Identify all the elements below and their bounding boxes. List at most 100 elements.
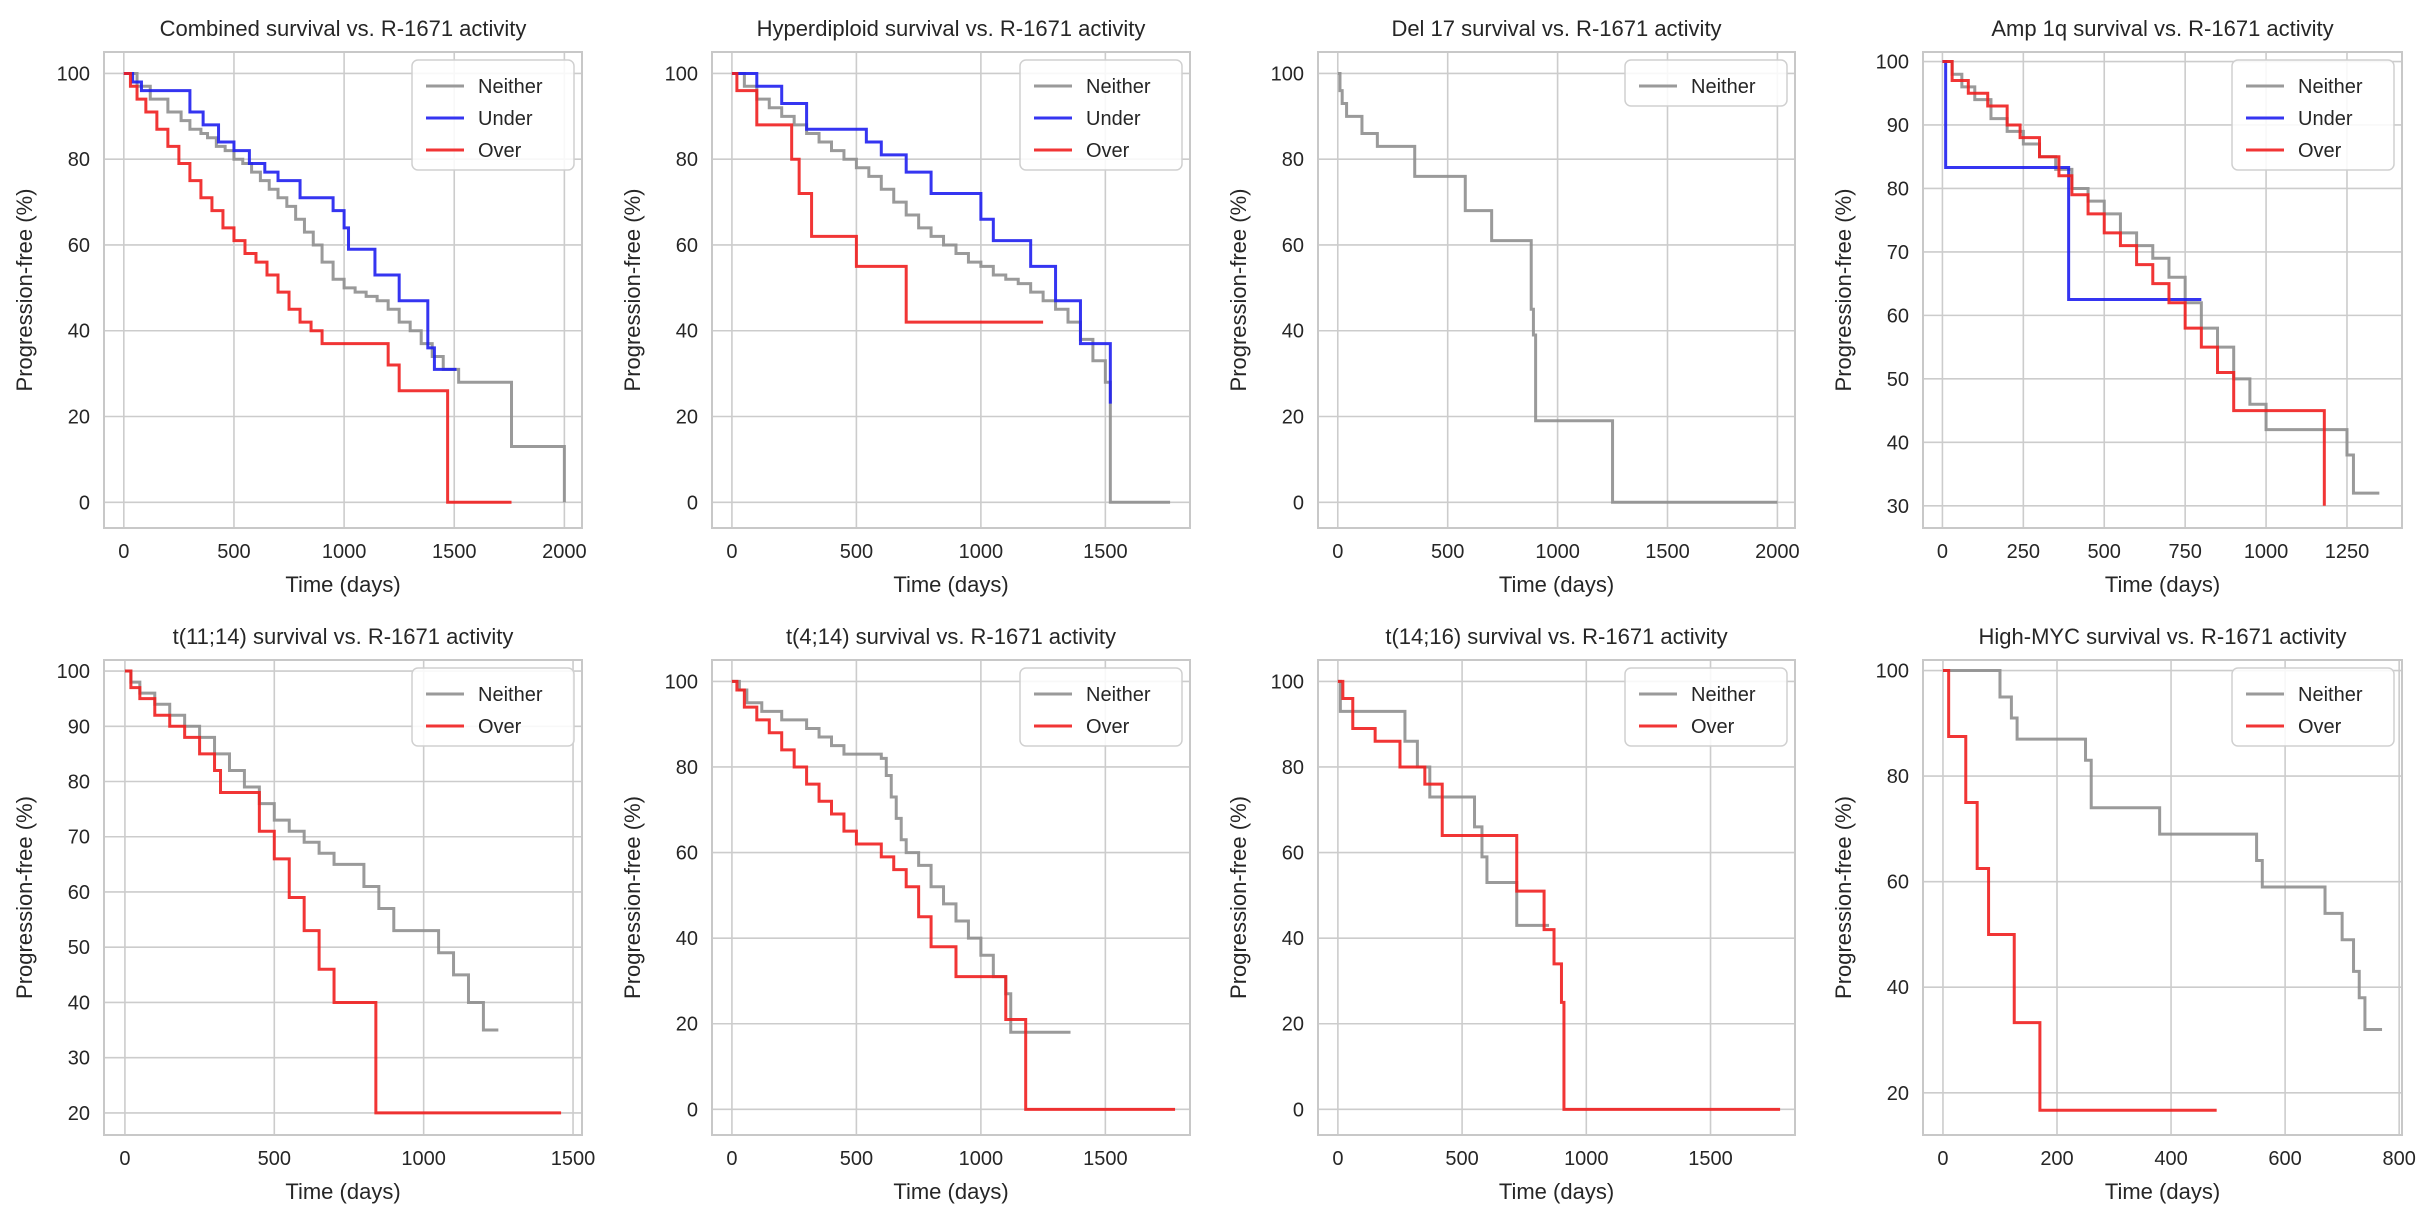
x-tick-label: 1500 xyxy=(551,1148,596,1170)
legend-label: Over xyxy=(478,716,522,738)
x-axis-label: Time (days) xyxy=(893,1179,1008,1204)
legend: Neither Over xyxy=(1019,667,1183,747)
y-tick-label: 60 xyxy=(1887,305,1909,327)
y-tick-label: 100 xyxy=(57,63,90,85)
y-tick-label: 80 xyxy=(1282,757,1304,779)
y-tick-label: 80 xyxy=(68,149,90,171)
legend-label: Neither xyxy=(1086,684,1151,706)
series-line-neither xyxy=(1337,71,1778,504)
y-tick-label: 60 xyxy=(68,235,90,257)
chart-panel-5: 0 500 1000 1500 20 30 40 50 60 70 80 90 100 t(11;14) … xyxy=(12,624,595,1204)
y-tick-label: 80 xyxy=(1282,149,1304,171)
x-tick-label: 1250 xyxy=(2325,541,2370,563)
y-tick-label: 80 xyxy=(1887,178,1909,200)
y-axis-label: Progression-free (%) xyxy=(12,796,37,999)
y-tick-label: 40 xyxy=(676,928,698,950)
chart-title: t(11;14) survival vs. R-1671 activity xyxy=(173,624,514,649)
x-tick-label: 250 xyxy=(2007,541,2040,563)
legend: Neither Over xyxy=(2231,667,2395,747)
y-tick-label: 60 xyxy=(1887,872,1909,894)
y-tick-label: 40 xyxy=(1282,928,1304,950)
x-tick-label: 0 xyxy=(1937,1148,1948,1170)
y-tick-label: 40 xyxy=(676,321,698,343)
legend-label: Over xyxy=(2298,716,2342,738)
y-tick-label: 80 xyxy=(1887,766,1909,788)
y-tick-label: 100 xyxy=(1271,671,1304,693)
series-line-over xyxy=(124,669,562,1115)
y-tick-label: 0 xyxy=(687,1099,698,1121)
x-tick-label: 1000 xyxy=(2244,541,2289,563)
chart-panel-1: 0 500 1000 1500 2000 0 20 40 60 80 100 Combined sur… xyxy=(12,16,587,597)
x-tick-label: 400 xyxy=(2154,1148,2187,1170)
y-tick-label: 100 xyxy=(665,671,698,693)
series-line-neither xyxy=(123,71,566,503)
x-tick-label: 1000 xyxy=(1564,1148,1609,1170)
x-tick-label: 1500 xyxy=(1083,1148,1128,1170)
y-tick-label: 20 xyxy=(1887,1083,1909,1105)
series-line-neither xyxy=(124,669,499,1032)
y-tick-label: 90 xyxy=(68,716,90,738)
series-line-neither xyxy=(1942,669,2383,1031)
chart-panel-7: 0 500 1000 1500 0 20 40 60 80 100 t(14;16) surviva… xyxy=(1226,624,1796,1204)
legend-label: Over xyxy=(1086,140,1130,162)
y-tick-label: 30 xyxy=(68,1048,90,1070)
chart-title: t(4;14) survival vs. R-1671 activity xyxy=(786,624,1116,649)
chart-panel-8: 0 200 400 600 800 20 40 60 80 100 High-MYC surviva… xyxy=(1831,624,2416,1204)
plot-area xyxy=(1318,52,1795,528)
legend: Neither Over xyxy=(1624,667,1788,747)
x-tick-label: 1000 xyxy=(322,541,367,563)
x-tick-label: 0 xyxy=(726,1148,737,1170)
y-tick-label: 80 xyxy=(68,772,90,794)
legend-label: Over xyxy=(1691,716,1735,738)
legend: Neither xyxy=(1624,59,1788,107)
legend-label: Under xyxy=(1086,108,1141,130)
y-tick-label: 0 xyxy=(687,492,698,514)
x-tick-label: 2000 xyxy=(1755,541,1800,563)
y-tick-label: 50 xyxy=(1887,369,1909,391)
legend-label: Neither xyxy=(478,684,543,706)
legend-label: Neither xyxy=(1691,684,1756,706)
series-line-over xyxy=(731,679,1176,1111)
plot-frame xyxy=(103,659,583,1136)
y-tick-label: 20 xyxy=(68,1103,90,1125)
x-tick-label: 1500 xyxy=(1645,541,1690,563)
legend: Neither Over xyxy=(411,667,575,747)
legend-label: Over xyxy=(478,140,522,162)
x-tick-label: 500 xyxy=(1431,541,1464,563)
series-line-over xyxy=(1942,60,2326,506)
chart-title: High-MYC survival vs. R-1671 activity xyxy=(1979,624,2347,649)
y-tick-label: 60 xyxy=(676,235,698,257)
x-tick-label: 1000 xyxy=(959,1148,1004,1170)
series-line-over xyxy=(1337,679,1781,1111)
y-axis-label: Progression-free (%) xyxy=(620,796,645,999)
x-tick-label: 0 xyxy=(1332,541,1343,563)
series-line-under xyxy=(731,71,1112,404)
y-tick-label: 40 xyxy=(68,992,90,1014)
legend-label: Over xyxy=(2298,140,2342,162)
x-tick-label: 500 xyxy=(840,1148,873,1170)
y-tick-label: 20 xyxy=(676,1014,698,1036)
x-axis-label: Time (days) xyxy=(285,1179,400,1204)
x-tick-label: 0 xyxy=(726,541,737,563)
y-axis-label: Progression-free (%) xyxy=(12,189,37,392)
series-line-under xyxy=(123,71,457,371)
y-tick-label: 90 xyxy=(1887,115,1909,137)
chart-title: Combined survival vs. R-1671 activity xyxy=(160,16,527,41)
x-tick-label: 1000 xyxy=(1535,541,1580,563)
y-axis-label: Progression-free (%) xyxy=(1831,189,1856,392)
y-tick-label: 70 xyxy=(1887,242,1909,264)
x-tick-label: 1500 xyxy=(1688,1148,1733,1170)
series-line-over xyxy=(731,71,1044,324)
series-line-over xyxy=(123,71,512,504)
chart-title: Del 17 survival vs. R-1671 activity xyxy=(1391,16,1721,41)
legend-label: Over xyxy=(1086,716,1130,738)
y-tick-label: 0 xyxy=(1293,492,1304,514)
legend-label: Under xyxy=(2298,108,2353,130)
x-tick-label: 500 xyxy=(258,1148,291,1170)
legend-label: Under xyxy=(478,108,533,130)
series-line-over xyxy=(1942,669,2217,1112)
legend-label: Neither xyxy=(1086,76,1151,98)
chart-title: Amp 1q survival vs. R-1671 activity xyxy=(1991,16,2333,41)
y-tick-label: 60 xyxy=(1282,843,1304,865)
x-axis-label: Time (days) xyxy=(1499,1179,1614,1204)
